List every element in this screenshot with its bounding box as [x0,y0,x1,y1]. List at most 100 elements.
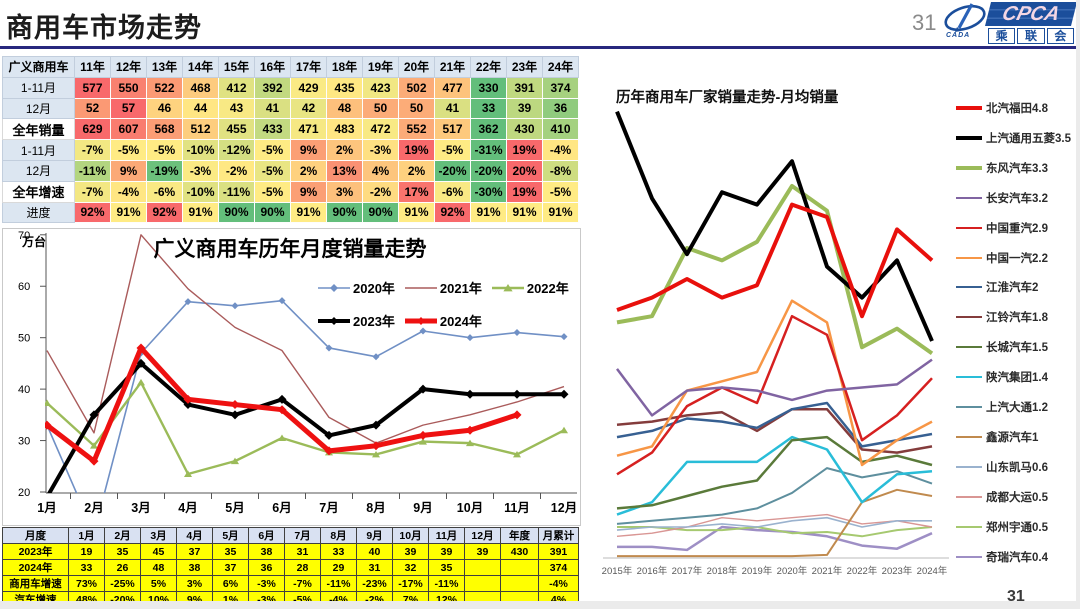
heat-table-cell: 33 [470,97,507,120]
legend-swatch [956,285,982,289]
heat-table-cell: 4% [362,159,399,182]
legend-item-2024年: 2024年 [404,311,482,330]
y-axis-unit-label: 万台 [21,234,46,249]
heat-table-cell: 517 [434,118,471,141]
monthly-table-cell: 391 [538,543,579,560]
table-row: 2024年 33 26 48 38 37 36 28 29 31 32 35 374 [2,559,579,576]
monthly-table-cell: 38 [248,543,285,560]
monthly-table-header: 1月 [68,527,105,544]
heat-table-cell: 568 [146,118,183,141]
legend-label: 2023年 [353,314,395,329]
heat-table-cell: 57 [110,97,147,120]
heat-table-year-header: 11年 [74,56,111,78]
monthly-table-row-label: 2023年 [2,543,69,560]
monthly-table-cell [500,575,539,592]
series-成都大运0.5 [616,513,933,537]
legend-label: 成都大运0.5 [986,492,1048,504]
footer-page-number: 31 [1007,588,1025,605]
monthly-table-cell: 26 [104,559,141,576]
heat-table-cell: 46 [146,97,183,120]
monthly-table-cell: 39 [464,543,501,560]
heat-table-cell: 477 [434,76,471,99]
monthly-table-cell: 38 [176,559,213,576]
heat-table-cell: 471 [290,118,327,141]
monthly-table-cell: 5% [140,575,177,592]
monthly-table-cell: -25% [104,575,141,592]
legend-item-东风汽车3.3: 东风汽车3.3 [956,160,1048,176]
legend-label: 郑州宇通0.5 [986,522,1048,534]
heat-table-cell: 17% [398,180,435,203]
heat-table-cell: 2% [326,139,363,161]
series-长安汽车3.2 [616,358,933,417]
heat-table-cell: -4% [542,139,579,161]
legend-item-上汽大通1.2: 上汽大通1.2 [956,399,1048,415]
svg-text:70: 70 [18,230,30,242]
x-axis-year-label: 2018年 [707,565,738,577]
legend-label: 陕汽集团1.4 [986,372,1048,384]
legend-swatch [956,256,982,260]
table-row: 2023年 19 35 45 37 35 38 31 33 40 39 39 39 430 391 [2,543,579,560]
heat-table-cell: 522 [146,76,183,99]
heat-table-cell: -30% [470,180,507,203]
heat-table-cell: -5% [434,139,471,161]
legend-swatch [956,496,982,498]
heat-table-cell: 19% [506,139,543,161]
heat-table-cell: 91% [110,201,147,224]
legend-item-2021年: 2021年 [404,278,482,297]
table-row: 12月 -11% 9% -19% -3% -2% -5% 2% 13% 4% 2% -20% -20% 2… [2,159,579,182]
x-axis-month-label: 6月 [272,501,291,515]
heat-table-cell: -8% [542,159,579,182]
legend-label: 2021年 [439,281,482,296]
heat-table-row-label: 1-11月 [2,76,75,99]
heat-table-year-header: 13年 [146,56,183,78]
heat-table-cell: 391 [506,76,543,99]
monthly-table-header: 7月 [284,527,321,544]
logo-text-block: CPCA 乘 联 会 [985,2,1077,44]
heat-table-year-header: 12年 [110,56,147,78]
series-中国一汽2.2 [616,299,933,467]
monthly-table-cell: 19 [68,543,105,560]
svg-text:40: 40 [18,384,30,396]
monthly-table-cell [464,559,501,576]
heat-table-cell: -4% [110,180,147,203]
x-axis-month-label: 11月 [504,501,530,515]
heat-table-cell: -11% [218,180,255,203]
heat-table-cell: -19% [146,159,183,182]
table-row: 全年增速 -7% -4% -6% -10% -11% -5% 9% 3% -2% 17% -6% -30… [2,180,579,203]
heat-table-cell: 36 [542,97,579,120]
x-axis-month-label: 10月 [457,501,483,515]
series-2021年 [46,234,565,444]
legend-label: 北汽福田4.8 [986,103,1048,115]
heat-table-cell: -6% [146,180,183,203]
heat-table-cell: -5% [254,180,291,203]
heat-table-cell: 423 [362,76,399,99]
monthly-table-cell: 31 [356,559,393,576]
legend-label: 2022年 [526,281,569,296]
heat-table-cell: 512 [182,118,219,141]
heat-table-cell: -5% [146,139,183,161]
series-上汽大通1.2 [616,467,933,525]
monthly-table-row-label: 商用车增速 [2,575,69,592]
heat-table-year-header: 17年 [290,56,327,78]
heat-table-cell: 629 [74,118,111,141]
x-axis-year-label: 2017年 [672,565,703,577]
series-长城汽车1.5 [616,435,933,510]
series-2022年 [45,378,569,477]
monthly-table-cell: 29 [320,559,357,576]
monthly-table-cell: -11% [320,575,357,592]
heat-table-cell: 20% [506,159,543,182]
series-江铃汽车1.8 [616,407,933,454]
x-axis-month-label: 12月 [551,501,577,515]
series-鑫源汽车1 [617,488,933,558]
heat-table-year-header: 16年 [254,56,291,78]
heat-table-cell: -7% [74,180,111,203]
heat-table-cell: 44 [182,97,219,120]
heat-table-cell: 330 [470,76,507,99]
monthly-table-cell: -3% [248,575,285,592]
monthly-sales-chart-legend: 2020年 2021年 2022年 2023年 2024年 [318,278,574,344]
header-page-number: 31 [912,10,937,35]
monthly-table-cell: -7% [284,575,321,592]
monthly-table-cell: -11% [428,575,465,592]
